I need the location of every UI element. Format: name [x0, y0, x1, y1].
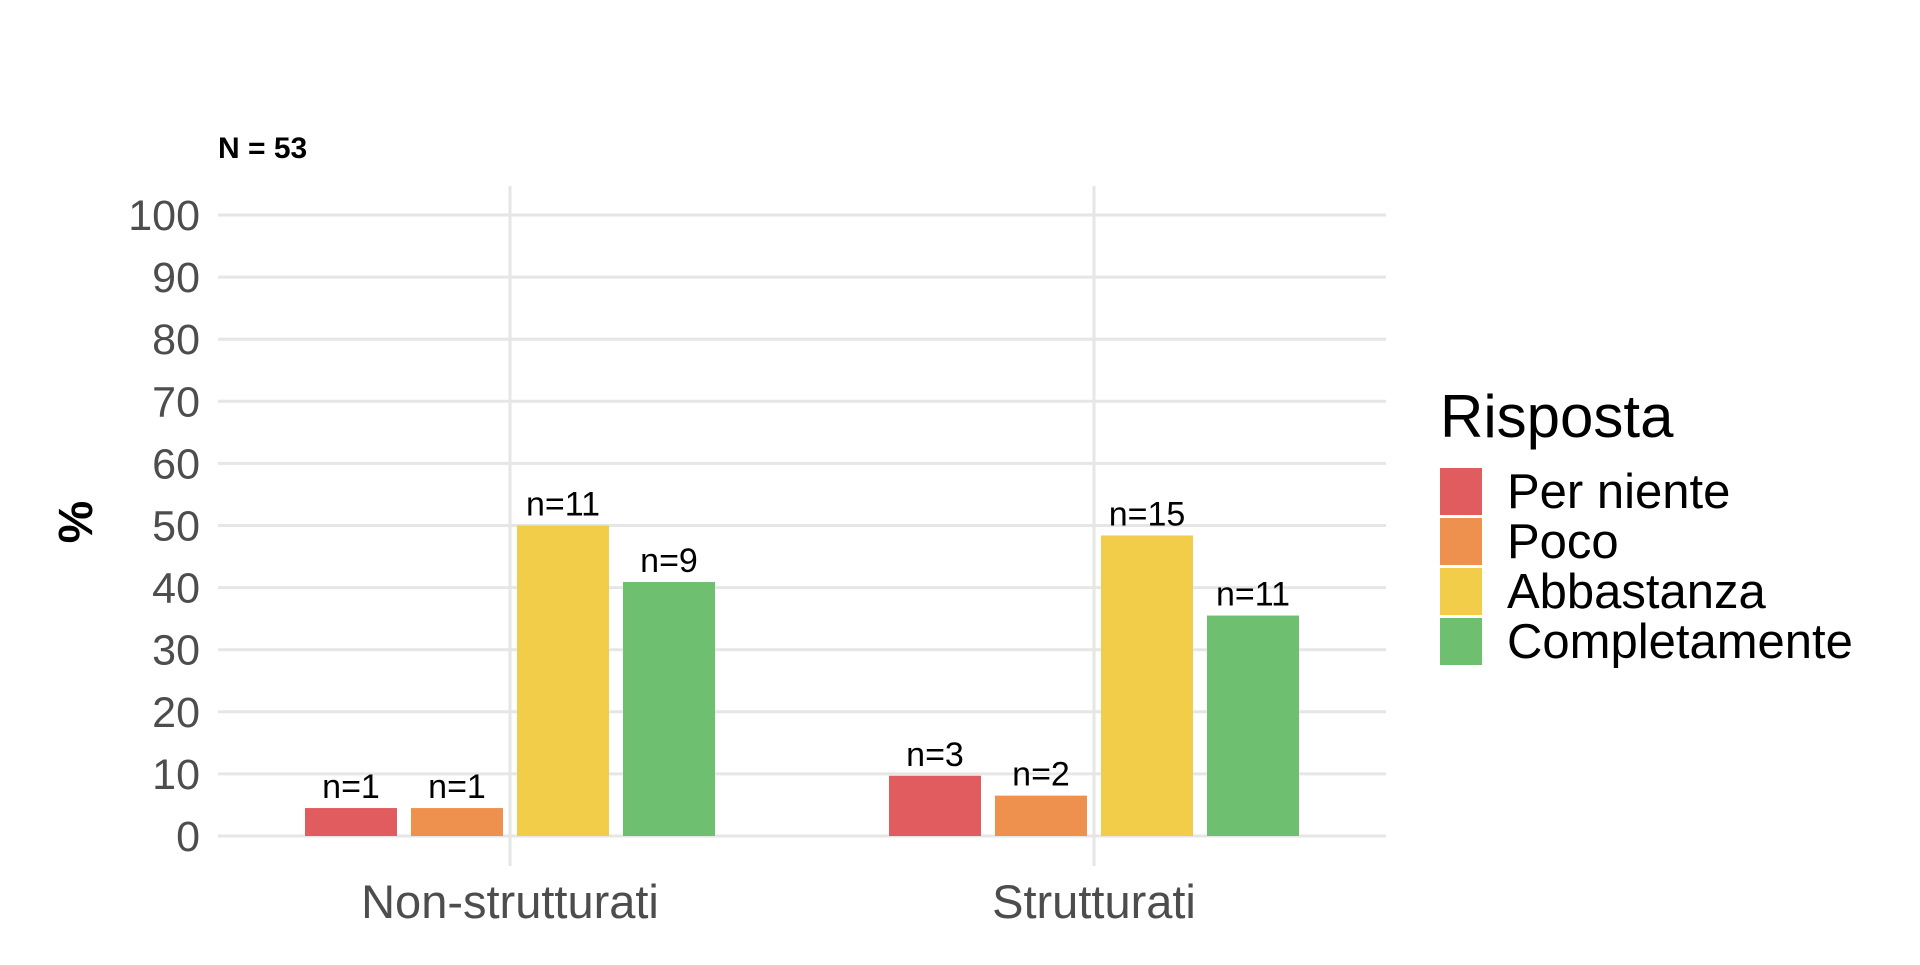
- y-tick-label: 60: [152, 440, 200, 488]
- bars: [305, 525, 1299, 836]
- bar-data-label: n=1: [322, 768, 380, 806]
- legend-swatch: [1440, 468, 1482, 515]
- y-tick-label: 50: [152, 503, 200, 551]
- y-tick-label: 20: [152, 689, 200, 737]
- bar-data-label: n=11: [526, 486, 600, 524]
- legend-label: Poco: [1507, 515, 1619, 569]
- y-tick-label: 80: [152, 316, 200, 364]
- x-tick-label: Non-strutturati: [361, 875, 659, 928]
- bar-data-label: n=1: [428, 768, 486, 806]
- y-tick-label: 100: [128, 192, 200, 240]
- bar: [1207, 615, 1299, 836]
- bar: [305, 808, 397, 836]
- legend-label: Per niente: [1507, 465, 1730, 519]
- bar-data-label: n=2: [1012, 756, 1070, 794]
- y-tick-label: 10: [152, 751, 200, 799]
- bar: [517, 525, 609, 836]
- bar-data-label: n=11: [1216, 576, 1290, 614]
- axes: 0 10 20 30 40 50 60 70 80 90 100 Non-strutturati Str…: [128, 192, 1196, 928]
- legend-swatch: [1440, 518, 1482, 565]
- y-axis-label: %: [50, 501, 103, 544]
- legend: Risposta Per nientePocoAbbastanzaComplet…: [1440, 383, 1853, 669]
- x-tick-label: Strutturati: [992, 875, 1196, 928]
- legend-swatch: [1440, 618, 1482, 665]
- bar-data-label: n=15: [1109, 495, 1186, 533]
- legend-label: Abbastanza: [1507, 565, 1767, 619]
- bar-data-label: n=9: [640, 542, 698, 580]
- sample-size-note: N = 53: [218, 132, 307, 165]
- bar: [889, 775, 981, 836]
- y-tick-label: 90: [152, 254, 200, 302]
- y-tick-label: 0: [176, 813, 200, 861]
- bar: [995, 795, 1087, 836]
- legend-label: Completamente: [1507, 615, 1853, 669]
- y-tick-label: 40: [152, 565, 200, 613]
- y-tick-label: 30: [152, 627, 200, 675]
- bar-labels: n=1 n=1 n=11 n=9 n=3 n=2 n=15 n=11: [322, 486, 1290, 807]
- bar: [623, 582, 715, 836]
- bar-data-label: n=3: [906, 736, 964, 774]
- y-tick-label: 70: [152, 378, 200, 426]
- bar: [1101, 535, 1193, 836]
- bar: [411, 808, 503, 836]
- legend-title: Risposta: [1440, 383, 1674, 450]
- legend-swatch: [1440, 568, 1482, 615]
- grid: [218, 186, 1386, 866]
